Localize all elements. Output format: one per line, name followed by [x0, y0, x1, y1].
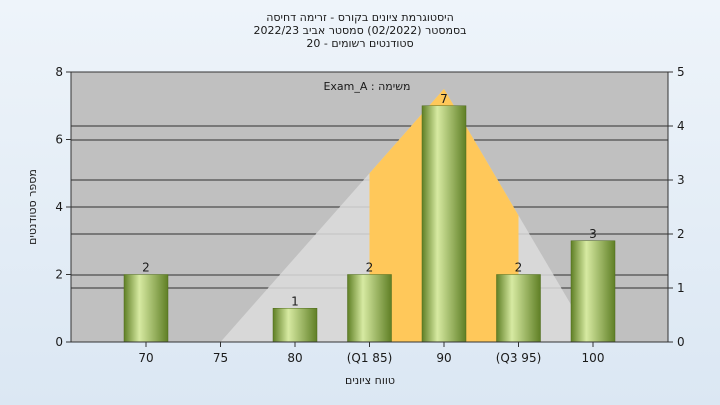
y-tick-label: 2	[55, 268, 63, 282]
chart-title: היסטוגרמת ציונים בקורס - זרימה דחיסה בסמ…	[253, 11, 466, 50]
data-label: 7	[440, 92, 448, 106]
x-tick-label: (Q3 95)	[496, 351, 542, 365]
y-axis-ticks: 0 2 4 6 8	[55, 65, 71, 349]
x-tick-label: (Q1 85)	[347, 351, 393, 365]
x-axis-ticks: 70 75 80 (Q1 85) 90 (Q3 95) 100	[138, 342, 604, 365]
data-label: 2	[142, 261, 150, 275]
data-label: 3	[589, 227, 597, 241]
data-label: 2	[366, 261, 374, 275]
x-tick-label: 80	[287, 351, 302, 365]
bar	[421, 105, 467, 343]
x-axis-label: טווח ציונים	[345, 374, 395, 387]
y2-tick-label: 3	[677, 173, 685, 187]
y2-tick-label: 5	[677, 65, 685, 79]
y-tick-label: 6	[55, 133, 63, 147]
bar	[272, 308, 318, 343]
y-tick-label: 0	[55, 335, 63, 349]
x-tick-label: 75	[213, 351, 228, 365]
y2-axis-ticks: 0 1 2 3 4 5	[668, 65, 685, 349]
y2-tick-label: 0	[677, 335, 685, 349]
bar	[496, 274, 541, 343]
y-tick-label: 8	[55, 65, 63, 79]
y-tick-label: 4	[55, 200, 63, 214]
title-line-2: בסמסטר (02/2022) סמסטר אביב 2022/23	[253, 24, 466, 37]
task-annotation: משימה : Exam_A	[323, 80, 410, 93]
y2-tick-label: 1	[677, 281, 685, 295]
bars	[123, 105, 616, 343]
y2-tick-label: 4	[677, 119, 685, 133]
x-tick-label: 100	[582, 351, 605, 365]
title-line-3: סטודנטים רשומים - 20	[306, 37, 413, 50]
data-label: 1	[291, 294, 299, 308]
bar	[347, 274, 392, 343]
y2-tick-label: 2	[677, 227, 685, 241]
x-tick-label: 70	[138, 351, 153, 365]
bar	[123, 274, 169, 343]
data-label: 2	[515, 261, 523, 275]
y-axis-label: מספר סטודנטים	[26, 169, 39, 245]
title-line-1: היסטוגרמת ציונים בקורס - זרימה דחיסה	[266, 11, 454, 24]
bar	[570, 240, 616, 343]
x-tick-label: 90	[436, 351, 451, 365]
